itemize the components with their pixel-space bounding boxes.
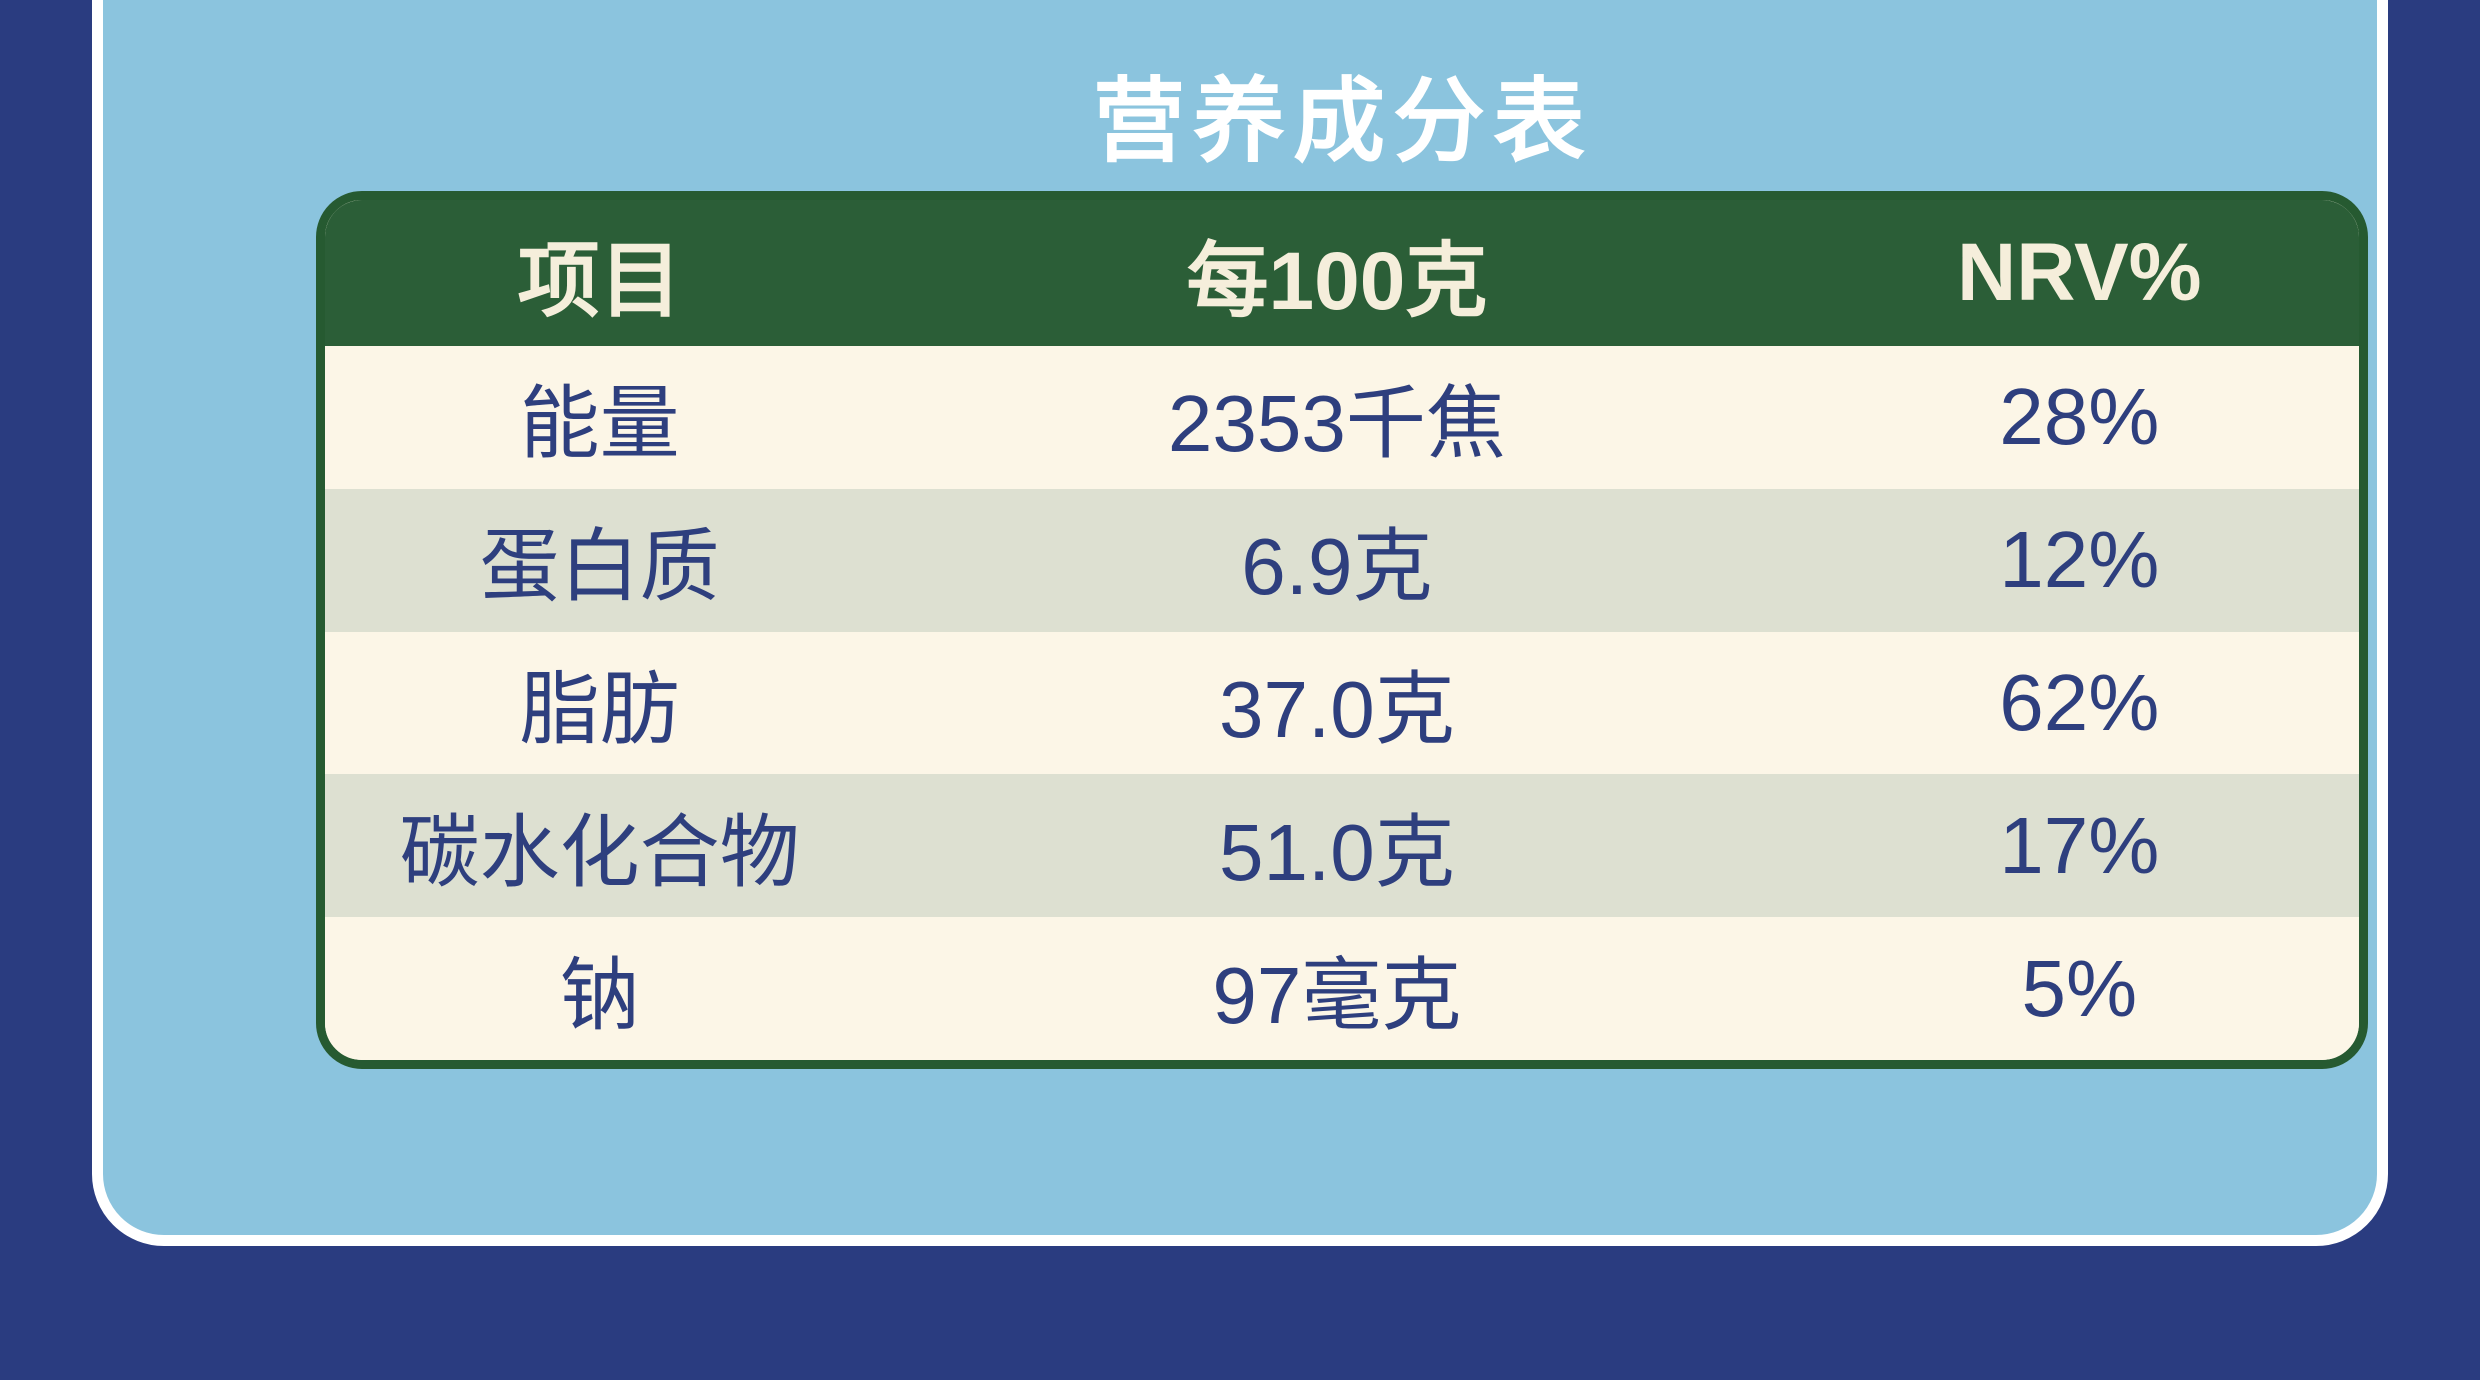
cell-per100g: 2353千焦 (1167, 379, 1506, 469)
cell-per100g: 6.9克 (1241, 522, 1433, 612)
header-cell-nrv: NRV% (1957, 227, 2202, 318)
cell-nrv: 62% (1999, 657, 2160, 747)
cell-nrv: 12% (1999, 515, 2160, 605)
nutrition-table-title: 营养成分表 (1092, 71, 1593, 173)
cell-item: 钠 (559, 950, 640, 1040)
cell-per100g: 97毫克 (1212, 950, 1462, 1040)
nutrition-table: 项目 每100克 NRV% 能量 2353千焦 28% 蛋白质 6.9克 12%… (316, 191, 2368, 1069)
cell-nrv: 17% (1999, 800, 2160, 890)
cell-item: 能量 (519, 379, 680, 469)
cell-item: 碳水化合物 (399, 807, 800, 897)
cell-nrv: 28% (1999, 372, 2160, 462)
table-row-carbohydrate: 碳水化合物 51.0克 17% (325, 774, 2359, 918)
table-row-fat: 脂肪 37.0克 62% (325, 631, 2359, 775)
cell-per100g: 51.0克 (1219, 807, 1455, 897)
header-cell-per100g: 每100克 (1186, 235, 1488, 327)
table-header-row: 项目 每100克 NRV% (325, 200, 2359, 346)
header-cell-item: 项目 (517, 235, 682, 327)
cell-nrv: 5% (2021, 943, 2138, 1033)
table-row-sodium: 钠 97毫克 5% (325, 917, 2359, 1060)
table-row-protein: 蛋白质 6.9克 12% (325, 488, 2359, 632)
table-row-energy: 能量 2353千焦 28% (325, 346, 2359, 489)
product-info-panel: 营养成分表 项目 每100克 NRV% 能量 2353千焦 28% 蛋白质 6.… (92, 0, 2388, 1246)
cell-per100g: 37.0克 (1219, 664, 1455, 754)
cell-item: 脂肪 (519, 664, 680, 754)
cell-item: 蛋白质 (479, 522, 720, 612)
